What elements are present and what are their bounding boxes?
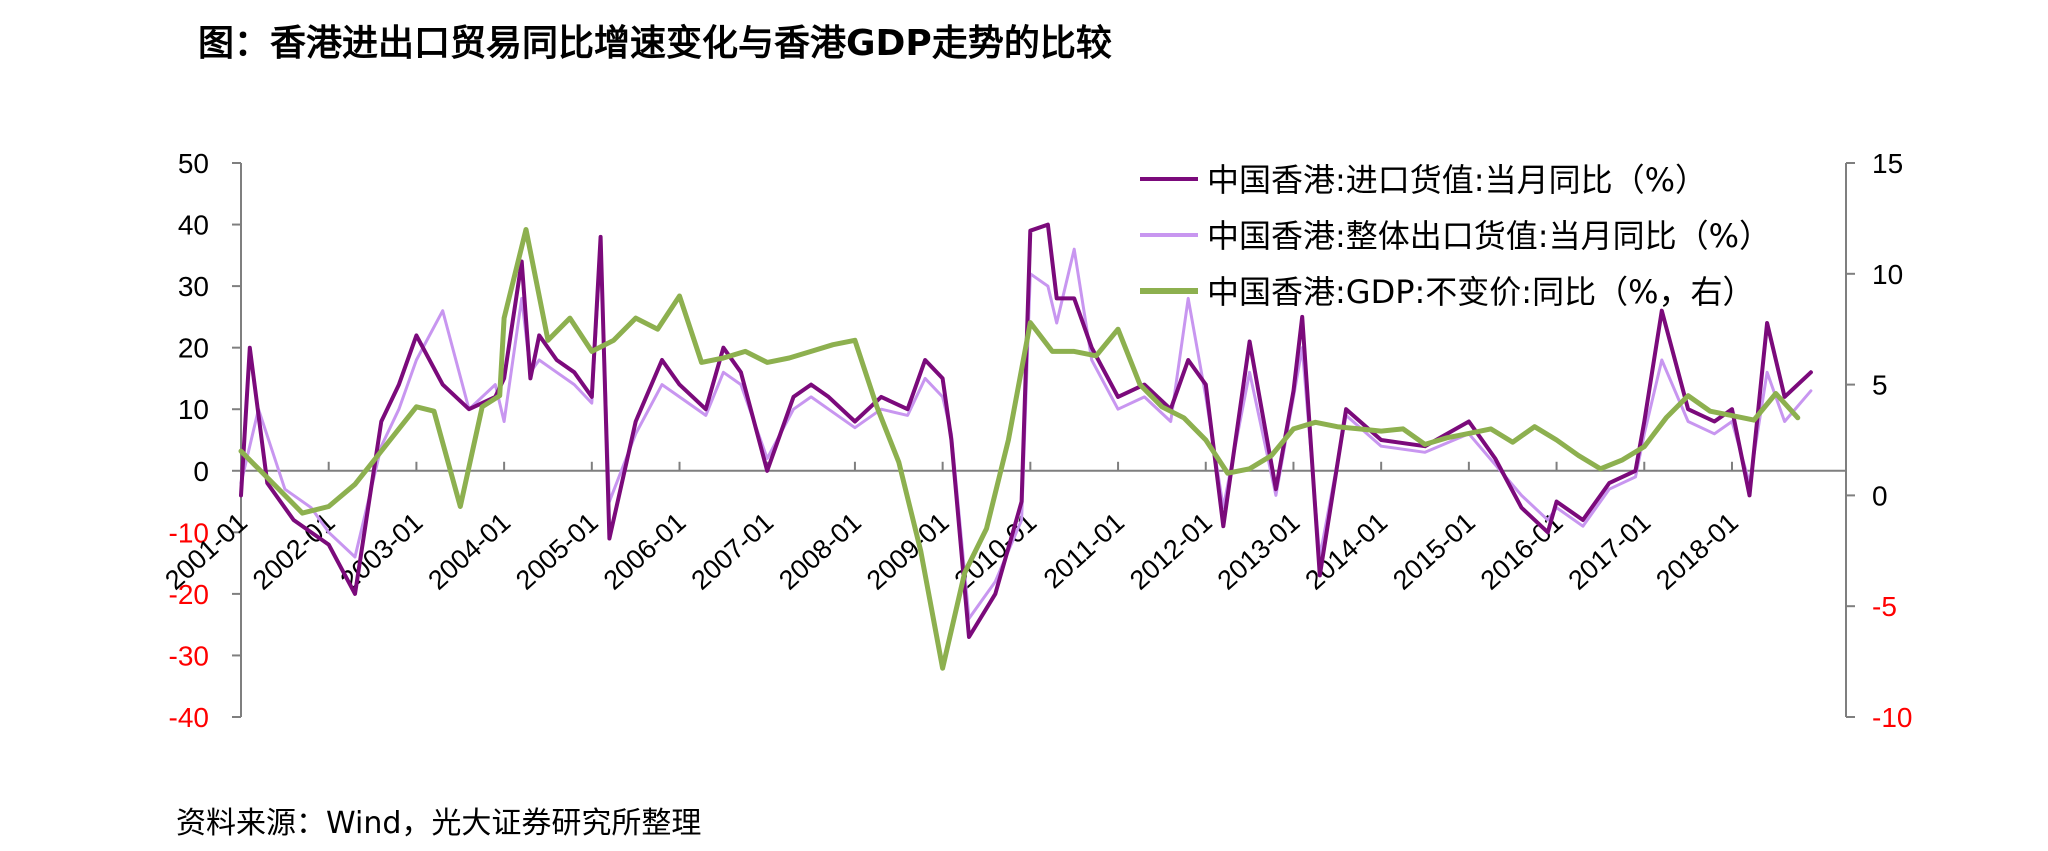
x-tick-label: 2007-01 <box>686 507 780 596</box>
left-tick-label: 50 <box>178 148 209 179</box>
left-tick-label: 20 <box>178 333 209 364</box>
series-line-3 <box>238 227 1801 671</box>
x-tick-label: 2005-01 <box>510 507 604 596</box>
left-tick-label: -30 <box>169 640 209 671</box>
x-tick-label: 2015-01 <box>1387 507 1481 596</box>
right-tick-label: 5 <box>1872 370 1888 401</box>
left-tick-label: -20 <box>169 579 209 610</box>
x-tick-label: 2014-01 <box>1299 507 1393 596</box>
right-axis: 15 10 5 0 -5 -10 <box>1845 148 1912 733</box>
chart-title: 图：香港进出口贸易同比增速变化与香港GDP走势的比较 <box>198 23 1112 64</box>
right-tick-label: 15 <box>1872 148 1903 179</box>
left-tick-label: 10 <box>178 394 209 425</box>
x-axis: 2001-012002-012003-012004-012005-012006-… <box>159 461 1846 596</box>
left-tick-label: 30 <box>178 271 209 302</box>
x-tick-label: 2016-01 <box>1475 507 1569 596</box>
x-tick-label: 2011-01 <box>1038 507 1130 594</box>
source-note: 资料来源：Wind，光大证券研究所整理 <box>176 806 702 841</box>
left-tick-label: -10 <box>169 517 209 548</box>
x-tick-label: 2008-01 <box>773 507 867 596</box>
left-tick-label: -40 <box>169 702 209 733</box>
legend-label-1: 中国香港:进口货值:当月同比（%） <box>1207 161 1707 199</box>
series-line-1 <box>239 222 1813 639</box>
series-layer <box>238 222 1813 671</box>
right-tick-label: 10 <box>1872 259 1903 290</box>
left-tick-label: 0 <box>193 456 209 487</box>
right-tick-label: -10 <box>1872 702 1912 733</box>
legend-label-3: 中国香港:GDP:不变价:同比（%，右） <box>1207 273 1755 311</box>
x-tick-label: 2004-01 <box>422 507 516 596</box>
legend: 中国香港:进口货值:当月同比（%） 中国香港:整体出口货值:当月同比（%） 中国香港… <box>1140 161 1771 311</box>
x-tick-label: 2018-01 <box>1650 507 1744 596</box>
right-tick-label: -5 <box>1872 591 1897 622</box>
x-tick-label: 2009-01 <box>861 507 955 596</box>
right-tick-label: 0 <box>1872 480 1888 511</box>
x-tick-label: 2012-01 <box>1124 507 1218 596</box>
left-tick-label: 40 <box>178 210 209 241</box>
left-axis: 50 40 30 20 10 0 -10 -20 -30 -40 <box>169 148 242 733</box>
legend-label-2: 中国香港:整体出口货值:当月同比（%） <box>1207 217 1771 255</box>
